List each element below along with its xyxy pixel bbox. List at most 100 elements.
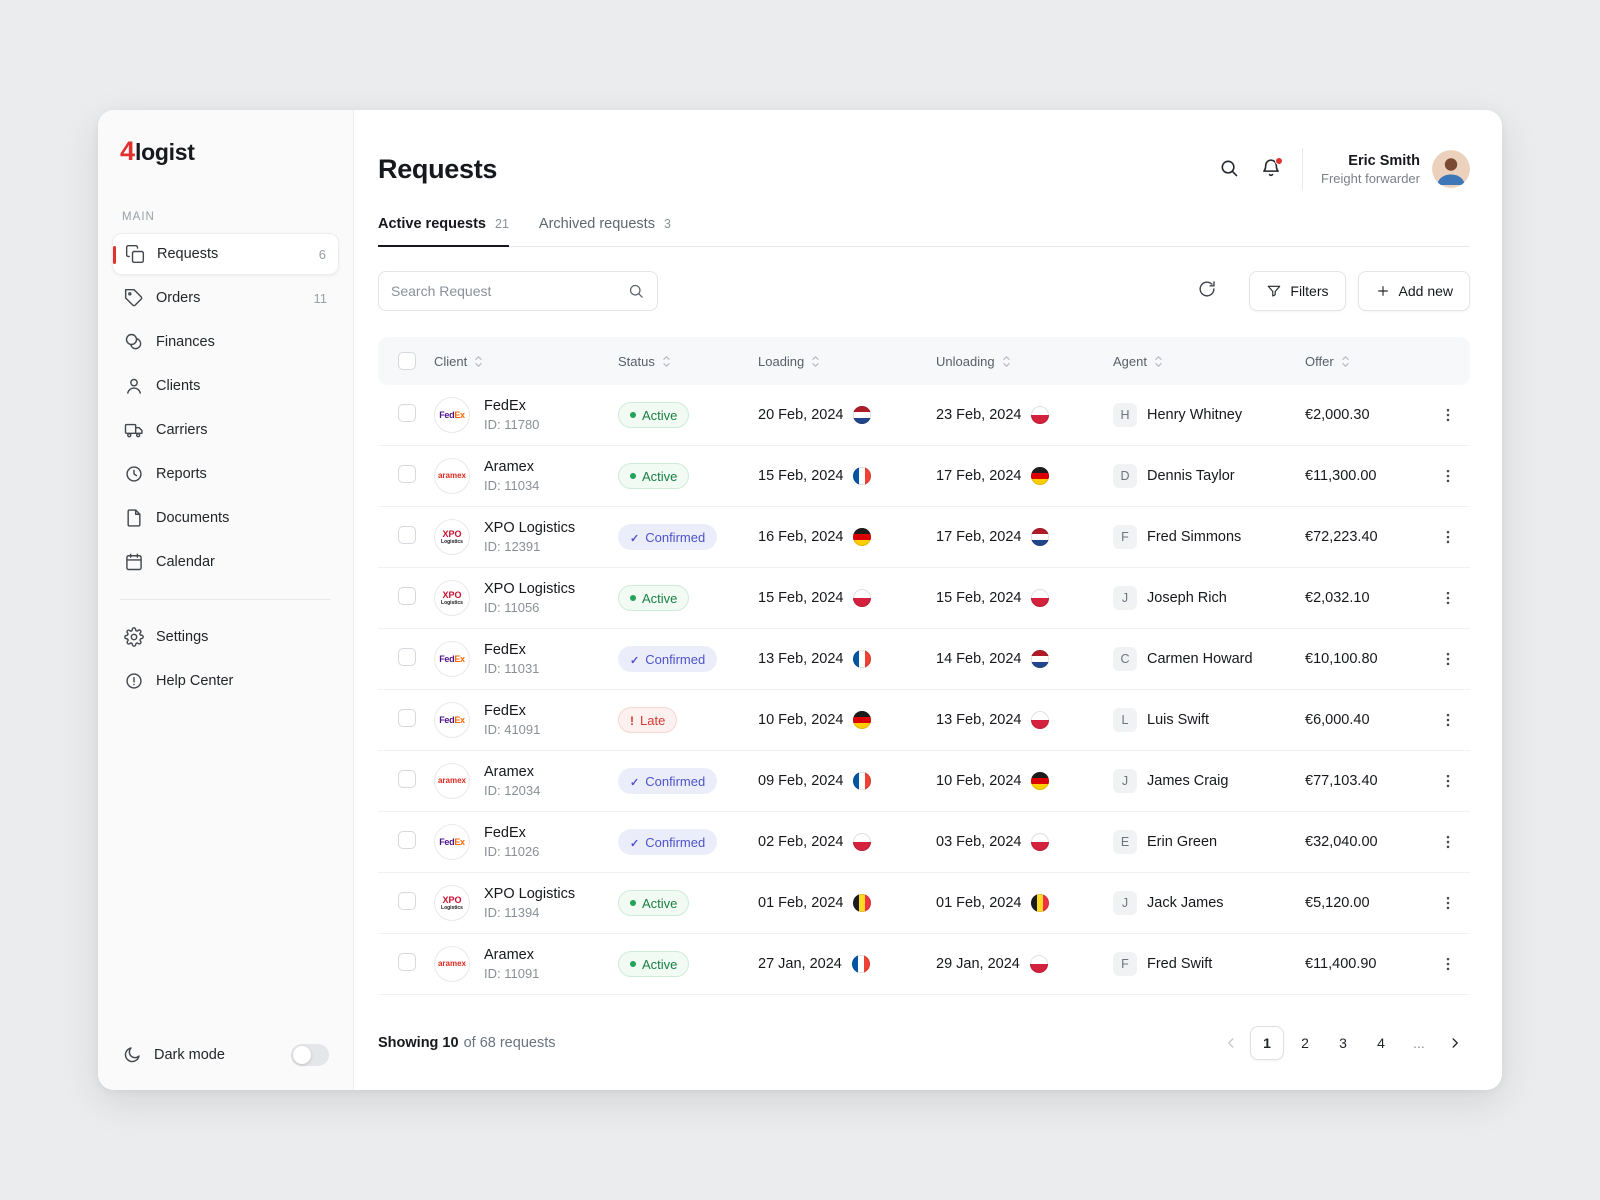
- sidebar-item-requests[interactable]: Requests 6: [112, 233, 339, 275]
- column-header-client[interactable]: Client: [434, 354, 618, 369]
- status-badge: Confirmed: [618, 646, 718, 672]
- toggle-knob: [293, 1046, 311, 1064]
- table-row[interactable]: FedEx FedEx ID: 11026 Confirmed 02 Feb, …: [378, 812, 1470, 873]
- refresh-button[interactable]: [1197, 279, 1221, 303]
- brand-logo[interactable]: 4 logist: [112, 136, 339, 167]
- row-menu-button[interactable]: [1434, 706, 1462, 734]
- page-button-4[interactable]: 4: [1364, 1026, 1398, 1060]
- sort-icon[interactable]: [810, 354, 821, 369]
- row-menu-button[interactable]: [1434, 645, 1462, 673]
- table-row[interactable]: aramex Aramex ID: 12034 Confirmed 09 Feb…: [378, 751, 1470, 812]
- germany-flag-icon: [853, 711, 872, 729]
- column-header-offer[interactable]: Offer: [1305, 354, 1434, 369]
- unloading-date: 29 Jan, 2024: [936, 956, 1020, 972]
- status-badge: Active: [618, 463, 690, 489]
- sort-icon[interactable]: [473, 354, 484, 369]
- dark-mode-switch[interactable]: [291, 1044, 329, 1066]
- active-indicator: [113, 246, 116, 264]
- row-menu-button[interactable]: [1434, 401, 1462, 429]
- tab-archived-requests[interactable]: Archived requests 3: [538, 216, 671, 232]
- row-menu-button[interactable]: [1434, 950, 1462, 978]
- sort-icon[interactable]: [661, 354, 672, 369]
- next-page-button[interactable]: [1440, 1028, 1470, 1058]
- sidebar-item-label: Clients: [156, 378, 201, 394]
- header-divider: [1302, 148, 1304, 190]
- page-button-2[interactable]: 2: [1288, 1026, 1322, 1060]
- row-checkbox[interactable]: [398, 648, 416, 666]
- offer-amount: €2,032.10: [1305, 590, 1370, 606]
- sort-icon[interactable]: [1340, 354, 1351, 369]
- sort-icon[interactable]: [1001, 354, 1012, 369]
- table-row[interactable]: XPO Logistics XPO Logistics ID: 11394 Act…: [378, 873, 1470, 934]
- row-checkbox[interactable]: [398, 709, 416, 727]
- page-button-3[interactable]: 3: [1326, 1026, 1360, 1060]
- table-row[interactable]: Fed Ex FedEx ID: 11780 Active 20 Feb, 202…: [378, 385, 1470, 446]
- sidebar-item-orders[interactable]: Orders 11: [112, 277, 339, 319]
- row-checkbox[interactable]: [398, 404, 416, 422]
- sidebar-item-settings[interactable]: Settings: [112, 616, 339, 658]
- row-checkbox[interactable]: [398, 465, 416, 483]
- row-menu-button[interactable]: [1434, 584, 1462, 612]
- netherlands-flag-icon: [853, 406, 872, 424]
- sidebar-item-documents[interactable]: Documents: [112, 497, 339, 539]
- table-row[interactable]: aramex Aramex ID: 11091 Active 27 Jan, 2…: [378, 934, 1470, 995]
- sidebar-item-reports[interactable]: Reports: [112, 453, 339, 495]
- agent-name: James Craig: [1147, 773, 1229, 789]
- status-badge: Confirmed: [618, 524, 718, 550]
- search-request-box[interactable]: [378, 271, 658, 311]
- sidebar-item-calendar[interactable]: Calendar: [112, 541, 339, 583]
- page-ellipsis: ...: [1402, 1026, 1436, 1060]
- clients-icon: [124, 376, 144, 396]
- search-input[interactable]: [391, 283, 619, 299]
- notifications-button[interactable]: [1260, 157, 1284, 181]
- row-checkbox[interactable]: [398, 770, 416, 788]
- row-checkbox[interactable]: [398, 587, 416, 605]
- client-id: ID: 11026: [484, 844, 540, 859]
- agent-name: Joseph Rich: [1147, 590, 1227, 606]
- row-checkbox[interactable]: [398, 892, 416, 910]
- agent-initial-badge: F: [1113, 952, 1137, 976]
- fedex-logo-icon: Fed Ex: [434, 702, 470, 738]
- tab-active-requests[interactable]: Active requests 21: [378, 216, 509, 247]
- add-new-button[interactable]: Add new: [1357, 271, 1470, 311]
- avatar[interactable]: [1432, 150, 1470, 188]
- sort-icon[interactable]: [1153, 354, 1164, 369]
- table-row[interactable]: FedEx FedEx ID: 11031 Confirmed 13 Feb, …: [378, 629, 1470, 690]
- sidebar-item-finances[interactable]: Finances: [112, 321, 339, 363]
- row-menu-button[interactable]: [1434, 889, 1462, 917]
- search-button[interactable]: [1218, 157, 1242, 181]
- row-checkbox[interactable]: [398, 953, 416, 971]
- agent-initial-badge: D: [1113, 464, 1137, 488]
- select-all-checkbox[interactable]: [398, 352, 416, 370]
- filters-button[interactable]: Filters: [1249, 271, 1346, 311]
- status-badge: Active: [618, 890, 690, 916]
- xpo-logo-icon: XPO Logistics: [434, 519, 470, 555]
- row-menu-button[interactable]: [1434, 767, 1462, 795]
- row-menu-button[interactable]: [1434, 523, 1462, 551]
- row-menu-button[interactable]: [1434, 828, 1462, 856]
- status-badge: Active: [618, 585, 690, 611]
- sidebar-item-carriers[interactable]: Carriers: [112, 409, 339, 451]
- column-header-loading[interactable]: Loading: [758, 354, 936, 369]
- page-button-1[interactable]: 1: [1250, 1026, 1284, 1060]
- user-menu[interactable]: Eric Smith Freight forwarder: [1321, 150, 1470, 188]
- column-header-status[interactable]: Status: [618, 354, 758, 369]
- table-row[interactable]: aramex Aramex ID: 11034 Active 15 Feb, 2…: [378, 446, 1470, 507]
- column-header-agent[interactable]: Agent: [1113, 354, 1305, 369]
- column-header-unloading[interactable]: Unloading: [936, 354, 1113, 369]
- table-row[interactable]: FedEx FedEx ID: 41091 Late 10 Feb, 2024 …: [378, 690, 1470, 751]
- row-checkbox[interactable]: [398, 831, 416, 849]
- row-menu-button[interactable]: [1434, 462, 1462, 490]
- previous-page-button[interactable]: [1216, 1028, 1246, 1058]
- status-glyph-icon: [630, 900, 636, 906]
- main-header: Requests Eric Smith Freight forwarder: [378, 148, 1470, 190]
- sidebar-item-clients[interactable]: Clients: [112, 365, 339, 407]
- unloading-date: 03 Feb, 2024: [936, 834, 1022, 850]
- row-checkbox[interactable]: [398, 526, 416, 544]
- sidebar-item-help-center[interactable]: Help Center: [112, 660, 339, 702]
- toolbar-right: Filters Add new: [1197, 271, 1470, 311]
- client-name: Aramex: [484, 947, 534, 963]
- table-row[interactable]: XPO Logistics XPO Logistics ID: 11056 Act…: [378, 568, 1470, 629]
- agent-initial-badge: F: [1113, 525, 1137, 549]
